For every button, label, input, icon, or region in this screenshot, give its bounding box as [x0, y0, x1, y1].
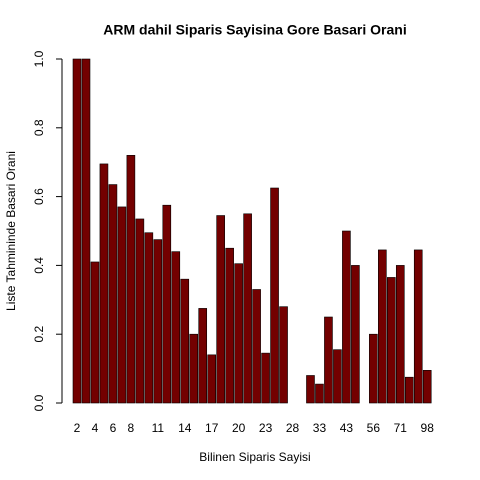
x-tick-label: 56 — [367, 421, 381, 435]
y-tick-label: 0.0 — [32, 394, 46, 411]
bar — [153, 239, 163, 404]
bar — [108, 184, 118, 404]
bar — [261, 352, 270, 404]
bar — [386, 277, 396, 404]
bar — [180, 278, 190, 404]
bar — [342, 230, 351, 404]
x-tick-label: 11 — [152, 421, 165, 435]
bar — [135, 218, 145, 404]
y-tick-label: 0.8 — [32, 119, 46, 136]
bar — [207, 354, 216, 404]
bar — [144, 232, 154, 404]
x-tick-label: 8 — [128, 421, 135, 435]
bar — [216, 215, 225, 404]
bar — [404, 376, 414, 404]
bar — [279, 306, 288, 404]
x-tick-label: 23 — [259, 421, 273, 435]
bar — [243, 213, 252, 404]
x-tick-label: 20 — [232, 421, 246, 435]
bar — [270, 187, 279, 404]
chart-title: ARM dahil Siparis Sayisina Gore Basari O… — [103, 22, 406, 38]
x-tick-label: 28 — [286, 421, 300, 435]
y-tick-label: 0.4 — [32, 257, 46, 274]
bar — [171, 251, 181, 404]
x-tick-label: 2 — [74, 421, 81, 435]
bar — [369, 333, 378, 404]
y-axis-label: Liste Tahmininde Basari Orani — [4, 151, 18, 311]
bar — [351, 265, 360, 404]
y-tick-label: 0.6 — [32, 188, 46, 205]
bar — [333, 349, 342, 404]
bar — [162, 204, 172, 404]
bar — [126, 155, 136, 404]
x-tick-label: 98 — [421, 421, 435, 435]
bar — [395, 265, 405, 404]
bar — [234, 263, 243, 404]
x-tick-label: 4 — [92, 421, 99, 435]
bar — [315, 383, 324, 404]
x-tick-label: 14 — [178, 421, 192, 435]
bar — [198, 308, 208, 404]
bar — [225, 247, 234, 404]
bar — [90, 261, 100, 404]
bar — [324, 316, 333, 404]
bar — [72, 58, 82, 404]
bar — [378, 249, 387, 404]
x-tick-label: 71 — [394, 421, 408, 435]
x-tick-label: 33 — [313, 421, 327, 435]
x-axis-label: Bilinen Siparis Sayisi — [199, 450, 310, 464]
bar — [413, 249, 423, 404]
x-tick-label: 17 — [205, 421, 219, 435]
x-tick-label: 6 — [110, 421, 117, 435]
y-tick-label: 1.0 — [32, 50, 46, 67]
bar — [189, 333, 199, 404]
bar — [306, 375, 315, 404]
bar — [252, 289, 261, 404]
bar — [422, 370, 432, 404]
y-tick-label: 0.2 — [32, 326, 46, 343]
bar — [81, 58, 91, 404]
bar — [117, 206, 127, 404]
x-tick-label: 43 — [340, 421, 354, 435]
bar — [99, 163, 109, 404]
